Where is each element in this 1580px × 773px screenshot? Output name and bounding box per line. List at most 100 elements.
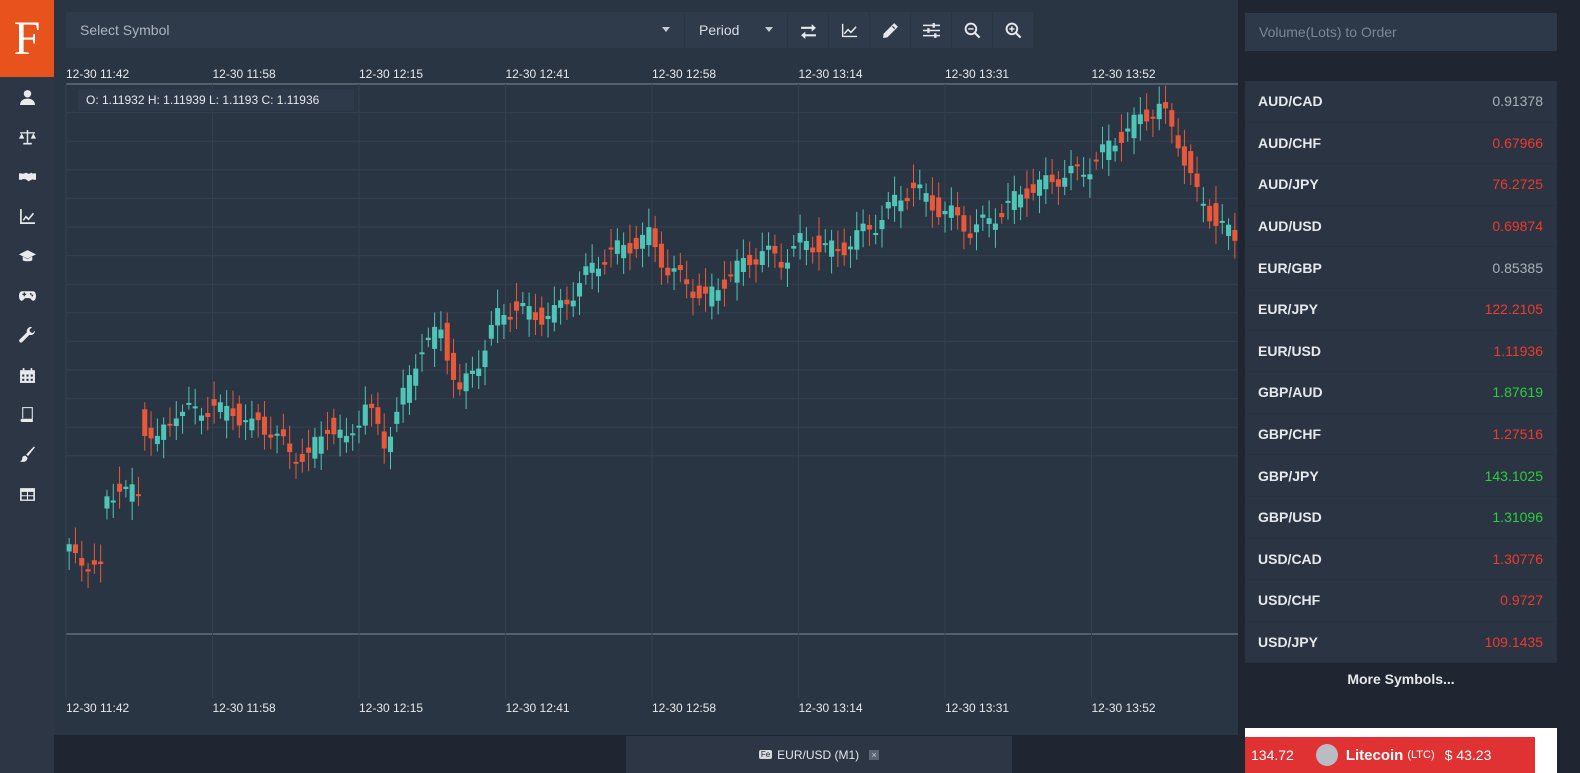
caret-down-icon [662, 27, 670, 32]
more-symbols-link[interactable]: More Symbols... [1347, 671, 1455, 687]
sidebar-item-balance[interactable] [0, 119, 54, 155]
volume-input[interactable] [1245, 13, 1557, 51]
user-icon [19, 89, 35, 105]
symbol-row[interactable]: AUD/USD 0.69874 [1245, 206, 1557, 248]
candle-body [211, 399, 217, 406]
candle-body [980, 214, 986, 218]
sidebar-item-table[interactable] [0, 476, 54, 512]
symbol-row[interactable]: AUD/CHF 0.67966 [1245, 123, 1557, 165]
candle-body [608, 247, 614, 250]
candle-body [457, 382, 463, 390]
candle-body [961, 215, 967, 232]
symbol-row[interactable]: AUD/JPY 76.2725 [1245, 164, 1557, 206]
candle-body [936, 197, 942, 218]
candle-body [784, 262, 790, 269]
candle-body [1112, 145, 1118, 152]
x-tick-label-top: 12-30 12:41 [506, 67, 570, 81]
candle-body [835, 249, 841, 252]
sidebar-item-education[interactable] [0, 238, 54, 274]
candle-body [148, 427, 154, 439]
sidebar-item-partners[interactable] [0, 158, 54, 194]
zoom-out-button[interactable] [952, 12, 992, 48]
candle-body [734, 260, 740, 283]
candle-body [703, 286, 709, 294]
candle-body [1024, 188, 1030, 199]
candle-body [186, 402, 192, 405]
candle-body [356, 425, 362, 428]
candlestick-chart[interactable]: 12-30 11:42 12-30 11:58 12-30 12:15 12-30 1… [54, 58, 1248, 738]
symbol-price: 0.67966 [1492, 134, 1543, 151]
candle-body [243, 420, 249, 423]
symbol-row[interactable]: USD/JPY 109.1435 [1245, 622, 1557, 664]
ticker-prev-value: 134.72 [1251, 747, 1294, 763]
area-chart-icon [841, 23, 857, 37]
x-tick-label-bottom: 12-30 13:14 [799, 701, 863, 715]
period-select[interactable]: Period [685, 12, 787, 48]
chart-type-button[interactable] [829, 12, 869, 48]
candle-body [879, 220, 885, 230]
candle-body [892, 194, 898, 207]
symbol-row[interactable]: EUR/USD 1.11936 [1245, 331, 1557, 373]
sidebar-item-games[interactable] [0, 277, 54, 313]
sidebar-item-themes[interactable] [0, 436, 54, 472]
sidebar-item-guide[interactable] [0, 396, 54, 432]
candle-body [766, 245, 772, 250]
sidebar-item-analytics[interactable] [0, 198, 54, 234]
wrench-icon [18, 326, 35, 343]
candle-body [986, 218, 992, 224]
symbol-row[interactable]: USD/CAD 1.30776 [1245, 539, 1557, 581]
candle-body [640, 234, 646, 249]
candle-body [123, 486, 129, 490]
symbol-price: 143.1025 [1484, 467, 1543, 484]
candle-body [98, 561, 104, 565]
candle-body [400, 387, 406, 405]
candle-body [387, 436, 394, 453]
candle-body [646, 227, 652, 246]
candle-body [381, 431, 387, 449]
candle-body [539, 307, 545, 325]
book-icon [20, 406, 33, 422]
symbol-row[interactable]: EUR/GBP 0.85385 [1245, 247, 1557, 289]
symbol-row[interactable]: USD/CHF 0.9727 [1245, 580, 1557, 622]
candle-body [1169, 110, 1175, 127]
sidebar-item-tools[interactable] [0, 317, 54, 353]
x-tick-label-bottom: 12-30 12:41 [506, 701, 570, 715]
swap-button[interactable] [788, 12, 828, 48]
candle-body [1188, 151, 1194, 174]
symbol-row[interactable]: GBP/AUD 1.87619 [1245, 372, 1557, 414]
candle-body [551, 305, 557, 323]
chart-tab-active[interactable]: Fe EUR/USD (M1) × [626, 736, 1012, 773]
symbol-row[interactable]: GBP/CHF 1.27516 [1245, 414, 1557, 456]
draw-button[interactable] [870, 12, 910, 48]
symbol-row[interactable]: GBP/USD 1.31096 [1245, 497, 1557, 539]
candle-body [343, 435, 349, 443]
symbol-name: AUD/CHF [1258, 134, 1321, 151]
sidebar-item-calendar[interactable] [0, 357, 54, 393]
candle-body [627, 243, 633, 254]
symbol-row[interactable]: AUD/CAD 0.91378 [1245, 81, 1557, 123]
candle-body [469, 370, 475, 374]
candle-body [967, 233, 973, 238]
candle-body [917, 184, 923, 189]
app-logo[interactable]: F [0, 0, 54, 77]
chart-tab-icon: Fe [758, 750, 773, 759]
zoom-in-button[interactable] [993, 12, 1033, 48]
ticker-coin-name: Litecoin [1345, 746, 1404, 764]
candle-body [1232, 229, 1238, 241]
candle-body [230, 408, 236, 417]
x-tick-label-bottom: 12-30 13:31 [945, 701, 1009, 715]
candle-body [255, 412, 261, 421]
symbol-select[interactable]: Select Symbol [66, 12, 684, 48]
chart-toolbar: Select Symbol Period [66, 12, 1033, 48]
x-tick-label-top: 12-30 13:31 [945, 67, 1009, 81]
sidebar-item-account[interactable] [0, 79, 54, 115]
close-icon[interactable]: × [869, 749, 880, 760]
candle-body [797, 233, 803, 243]
symbol-row[interactable]: GBP/JPY 143.1025 [1245, 455, 1557, 497]
candle-body [577, 283, 583, 297]
candle-body [860, 223, 866, 232]
candle-body [715, 290, 721, 301]
indicators-button[interactable] [911, 12, 951, 48]
x-tick-label-top: 12-30 12:58 [652, 67, 716, 81]
symbol-row[interactable]: EUR/JPY 122.2105 [1245, 289, 1557, 331]
